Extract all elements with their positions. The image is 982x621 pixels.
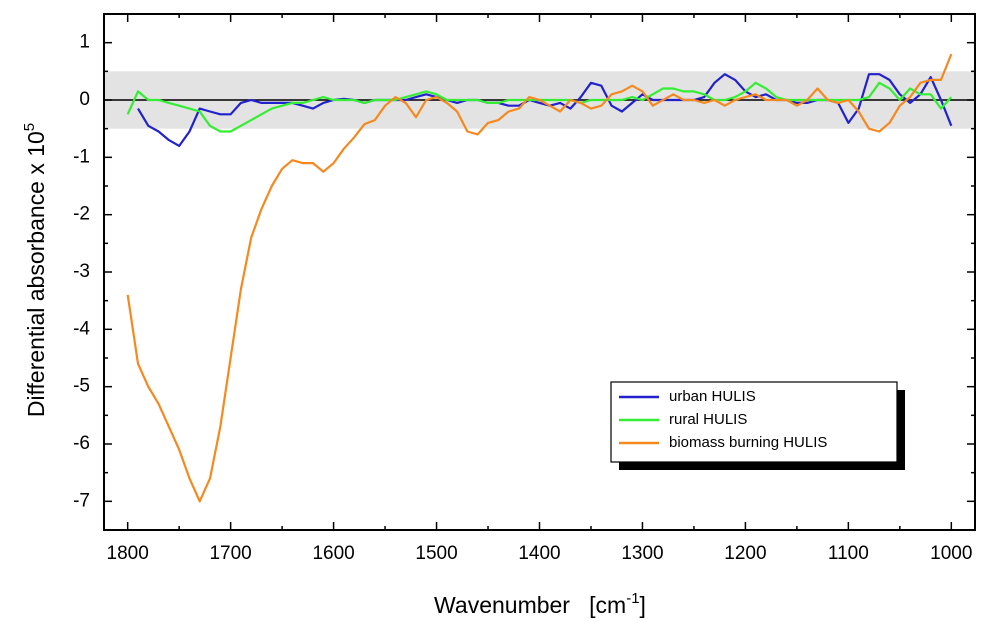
x-label-exponent: -1	[626, 590, 639, 607]
plot-frame	[103, 13, 976, 531]
y-tick-label: -5	[73, 376, 90, 397]
x-tick-label: 1300	[621, 543, 663, 564]
x-label-text: Wavenumber [cm	[434, 592, 626, 618]
legend-label: urban HULIS	[669, 388, 756, 405]
y-axis-label: Differential absorbance x 105	[21, 123, 49, 417]
x-tick-label: 1800	[107, 543, 149, 564]
y-label-text: Differential absorbance x 10	[23, 131, 49, 417]
y-tick-label: -7	[73, 490, 90, 511]
x-label-suffix: ]	[640, 592, 646, 618]
x-tick-label: 1100	[828, 543, 869, 564]
y-label-exponent: 5	[21, 123, 38, 131]
legend-label: biomass burning HULIS	[669, 434, 827, 451]
y-tick-label: -3	[73, 261, 90, 282]
x-tick-label: 1200	[724, 543, 766, 564]
x-axis-label: Wavenumber [cm-1]	[434, 590, 646, 618]
x-tick-label: 1500	[415, 543, 457, 564]
y-tick-label: -6	[73, 433, 90, 454]
legend-box	[610, 381, 898, 463]
x-tick-label: 1700	[209, 543, 251, 564]
x-tick-label: 1400	[518, 543, 560, 564]
series-line	[126, 53, 953, 503]
y-tick-label: -2	[73, 204, 90, 225]
x-tick-label: 1000	[930, 543, 972, 564]
x-tick-label: 1600	[312, 543, 354, 564]
legend-label: rural HULIS	[669, 411, 747, 428]
y-tick-label: 1	[79, 32, 90, 53]
y-tick-label: -1	[73, 146, 90, 167]
y-tick-label: -4	[73, 318, 90, 339]
y-tick-label: 0	[79, 89, 90, 110]
